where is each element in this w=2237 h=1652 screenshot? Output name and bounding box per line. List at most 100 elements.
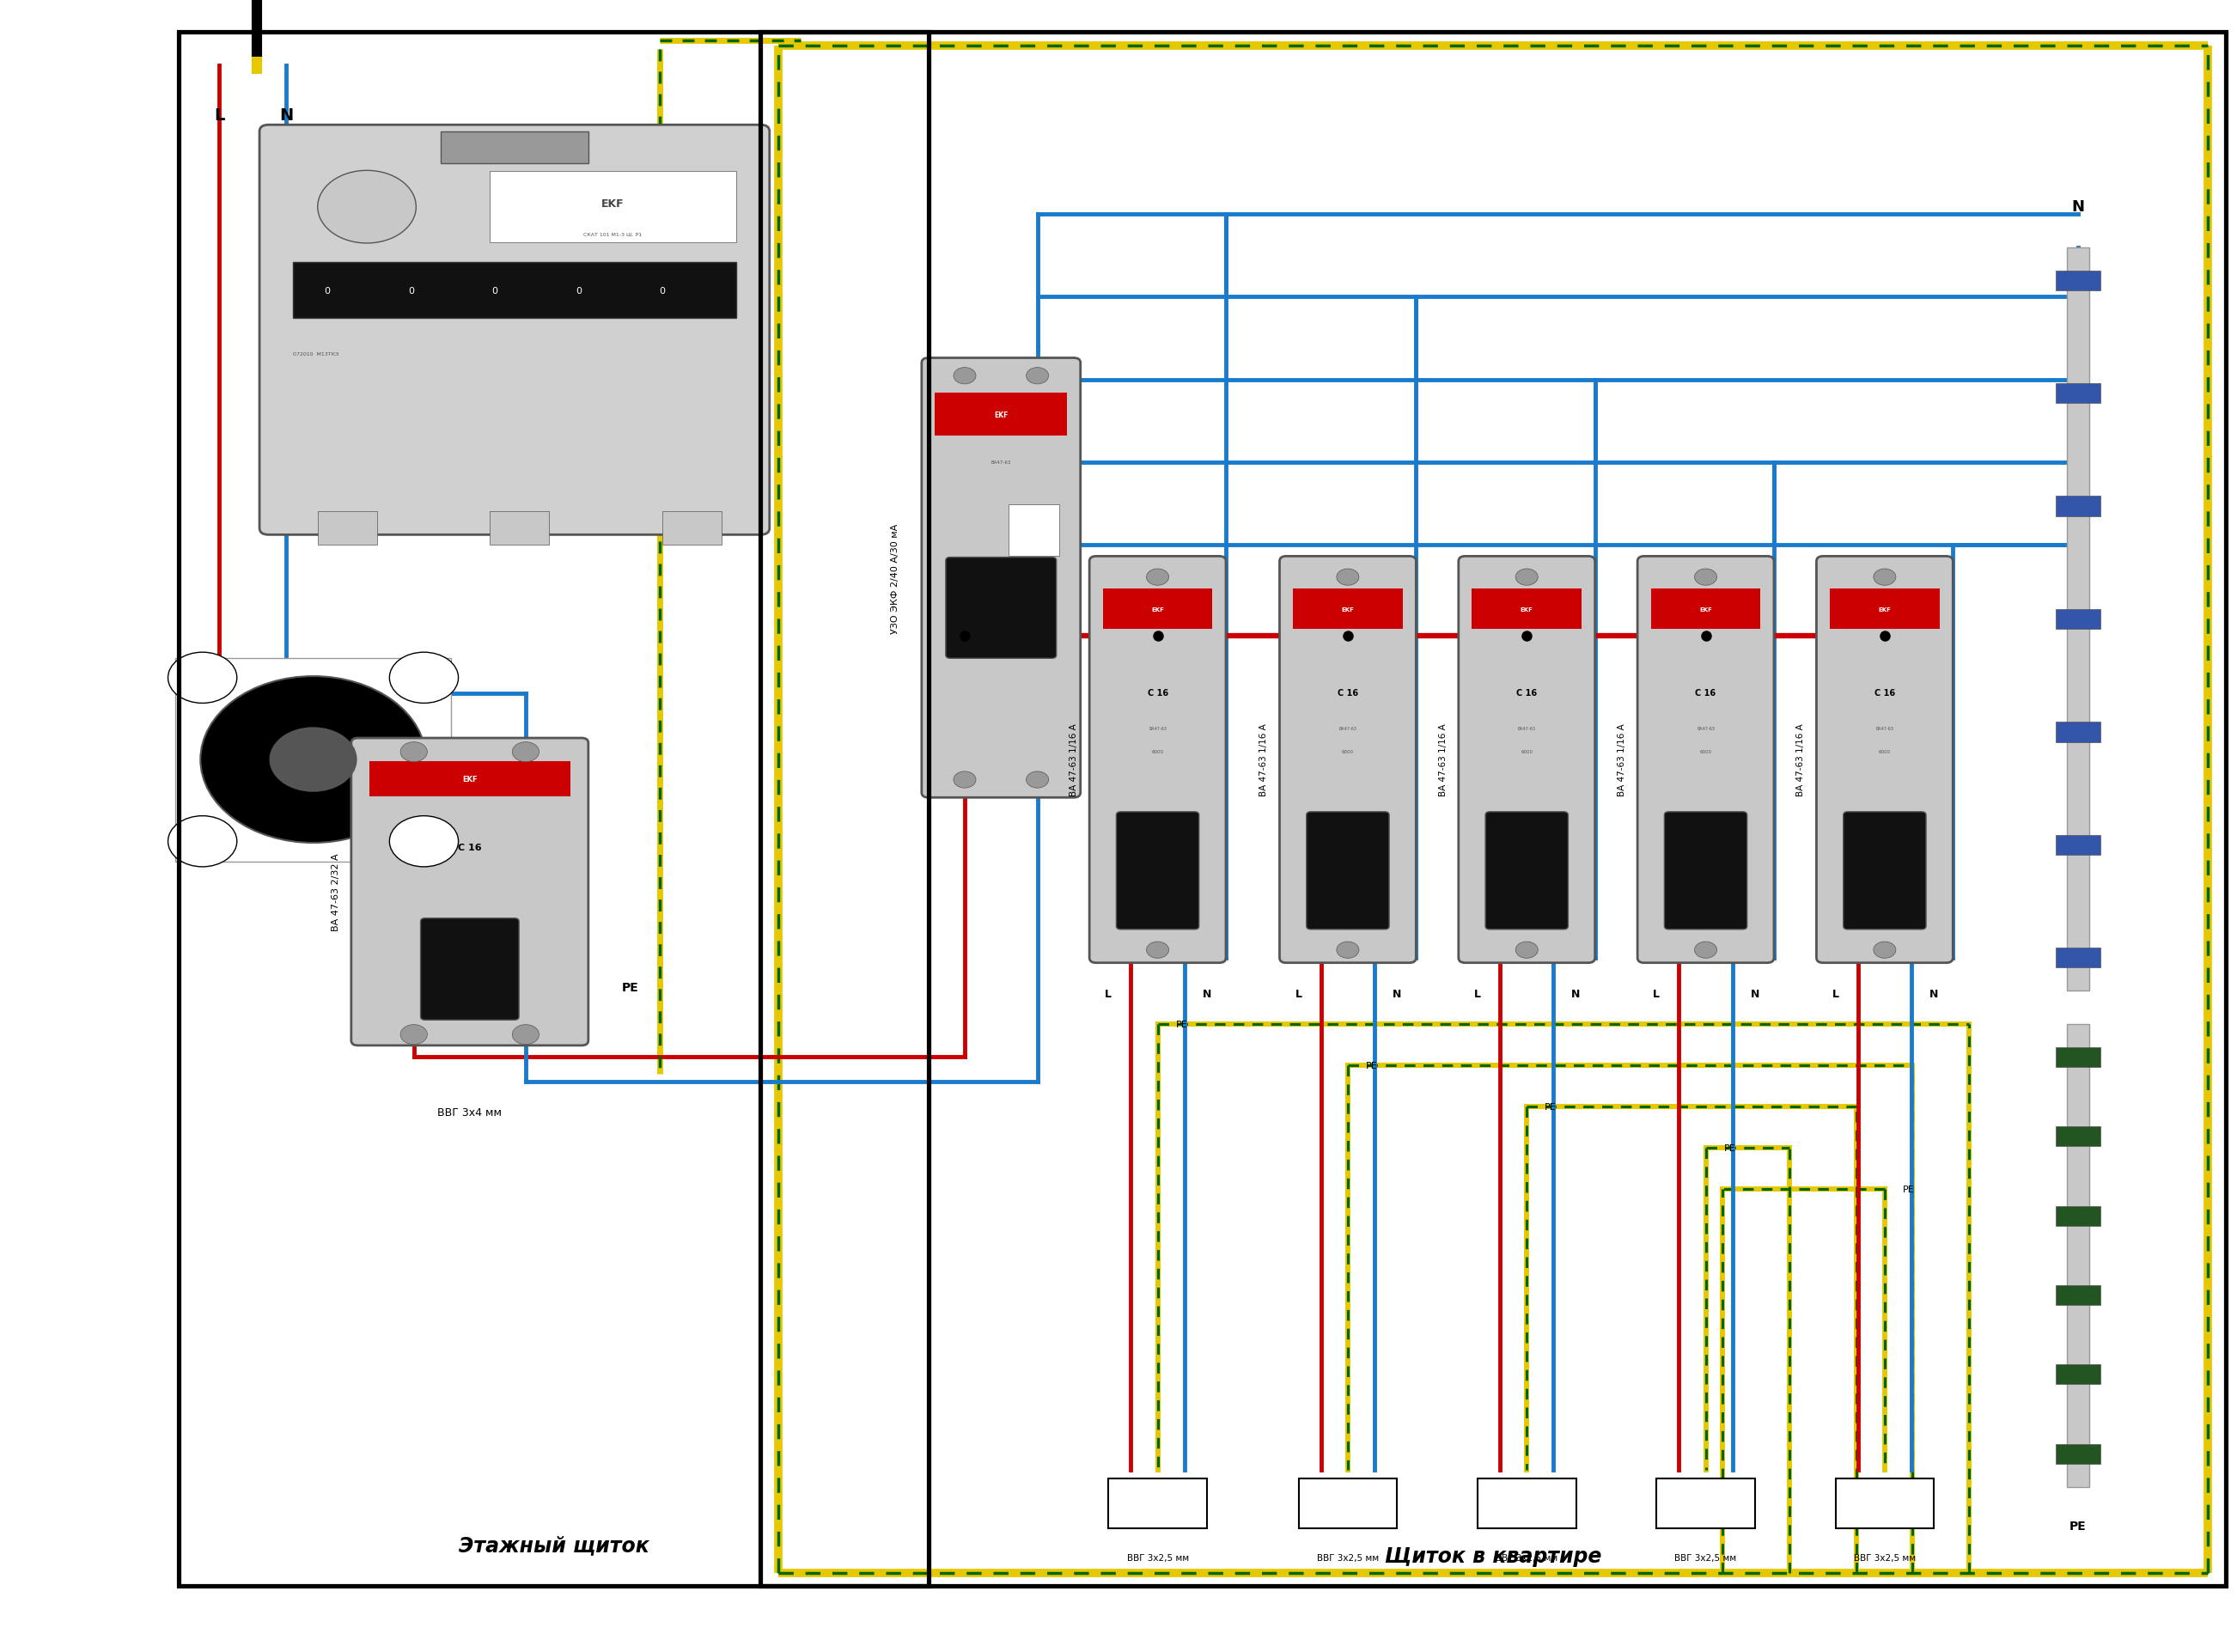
Text: EKF: EKF (1521, 606, 1532, 611)
Text: ВВГ 3х2,5 мм: ВВГ 3х2,5 мм (1854, 1553, 1915, 1561)
Text: C 16: C 16 (459, 843, 481, 852)
Bar (174, 657, 452, 862)
Bar (293, 263, 736, 319)
Text: EKF: EKF (463, 775, 476, 783)
FancyBboxPatch shape (1306, 813, 1389, 930)
Text: ВА 47-63 1/16 А: ВА 47-63 1/16 А (1069, 724, 1078, 796)
Text: ВА47-63: ВА47-63 (1875, 727, 1895, 730)
Text: ВА 47-63 1/16 А: ВА 47-63 1/16 А (1617, 724, 1626, 796)
Text: PE: PE (1901, 1184, 1915, 1194)
Text: 6000: 6000 (1521, 750, 1532, 753)
Text: EKF: EKF (1879, 606, 1890, 611)
Circle shape (1027, 771, 1049, 788)
Bar (2056, 836, 2101, 856)
Circle shape (1027, 368, 1049, 385)
Circle shape (1145, 942, 1168, 958)
Circle shape (1335, 942, 1358, 958)
Text: ВА 47-63 2/32 А: ВА 47-63 2/32 А (331, 852, 340, 932)
Text: EKF: EKF (1342, 606, 1353, 611)
Bar (2056, 610, 2101, 629)
Text: PE: PE (1722, 1143, 1736, 1153)
Text: 0: 0 (660, 286, 664, 296)
Circle shape (1872, 942, 1895, 958)
Text: ВА 47-63 1/16 А: ВА 47-63 1/16 А (1438, 724, 1447, 796)
Text: ВА47-63: ВА47-63 (991, 461, 1011, 464)
Text: 6000: 6000 (1342, 750, 1353, 753)
Circle shape (1145, 570, 1168, 586)
FancyBboxPatch shape (1485, 813, 1568, 930)
FancyBboxPatch shape (421, 919, 519, 1021)
Bar (2056, 1365, 2101, 1384)
Circle shape (201, 677, 425, 843)
FancyBboxPatch shape (1459, 557, 1595, 963)
Bar (2067, 248, 2089, 991)
Bar (318, 512, 376, 545)
FancyBboxPatch shape (1816, 557, 1953, 963)
Bar (761, 33, 2226, 1586)
Text: ВА 47-63 1/16 А: ВА 47-63 1/16 А (1796, 724, 1805, 796)
Text: ВА 47-63 1/16 А: ВА 47-63 1/16 А (1259, 724, 1268, 796)
Text: Этажный щиток: Этажный щиток (459, 1535, 649, 1555)
Text: EKF: EKF (1700, 606, 1711, 611)
FancyBboxPatch shape (1089, 557, 1226, 963)
Bar (935, 393, 1067, 436)
Text: L: L (1832, 988, 1839, 999)
Bar (662, 512, 720, 545)
Text: ВА47-63: ВА47-63 (1517, 727, 1537, 730)
Bar (490, 512, 548, 545)
Text: C 16: C 16 (1148, 689, 1168, 697)
Text: ВВГ 3х2,5 мм: ВВГ 3х2,5 мм (1497, 1553, 1557, 1561)
Bar (1297, 1479, 1396, 1528)
Text: N: N (2071, 200, 2085, 215)
Bar (2056, 1206, 2101, 1226)
Text: ВВГ 3х2,5 мм: ВВГ 3х2,5 мм (1318, 1553, 1378, 1561)
Bar (1651, 590, 1761, 629)
Text: 6000: 6000 (1700, 750, 1711, 753)
FancyBboxPatch shape (1664, 813, 1747, 930)
Circle shape (953, 771, 975, 788)
Text: EKF: EKF (602, 198, 624, 210)
Text: EKF: EKF (993, 411, 1009, 420)
Circle shape (168, 816, 237, 867)
Text: ВВГ 3х2,5 мм: ВВГ 3х2,5 мм (1676, 1553, 1736, 1561)
Bar (2056, 271, 2101, 291)
Text: ВА47-63: ВА47-63 (1148, 727, 1168, 730)
Text: ВВГ 3х4 мм: ВВГ 3х4 мм (438, 1107, 501, 1118)
Bar (490, 172, 736, 243)
Bar (1830, 590, 1939, 629)
Bar (2056, 1127, 2101, 1146)
Bar (2056, 722, 2101, 742)
Text: PE: PE (1177, 1019, 1188, 1029)
Text: N: N (1931, 988, 1937, 999)
Text: 0: 0 (575, 286, 582, 296)
Text: Щиток в квартире: Щиток в квартире (1385, 1546, 1602, 1566)
Bar (369, 762, 570, 796)
FancyBboxPatch shape (1843, 813, 1926, 930)
Bar (1110, 1479, 1208, 1528)
Bar (2056, 1285, 2101, 1305)
Text: L: L (1653, 988, 1660, 999)
Circle shape (318, 172, 416, 244)
Text: N: N (1752, 988, 1758, 999)
Bar (179, 33, 928, 1586)
Circle shape (1696, 570, 1718, 586)
Text: N: N (280, 107, 293, 124)
Circle shape (1872, 570, 1895, 586)
Bar (2056, 1047, 2101, 1067)
Text: 6000: 6000 (1879, 750, 1890, 753)
Text: L: L (1295, 988, 1302, 999)
Text: 0: 0 (407, 286, 414, 296)
Bar (2056, 497, 2101, 517)
Text: УЗО ЭКФ 2/40 А/30 мА: УЗО ЭКФ 2/40 А/30 мА (890, 524, 899, 633)
Circle shape (400, 1024, 427, 1044)
Bar (2067, 1024, 2089, 1487)
FancyBboxPatch shape (1637, 557, 1774, 963)
Bar (1293, 590, 1403, 629)
Text: L: L (215, 107, 224, 124)
Text: N: N (1394, 988, 1400, 999)
Text: C 16: C 16 (1338, 689, 1358, 697)
Text: L: L (1474, 988, 1481, 999)
Circle shape (953, 368, 975, 385)
Circle shape (389, 816, 459, 867)
Bar (1834, 1479, 1933, 1528)
